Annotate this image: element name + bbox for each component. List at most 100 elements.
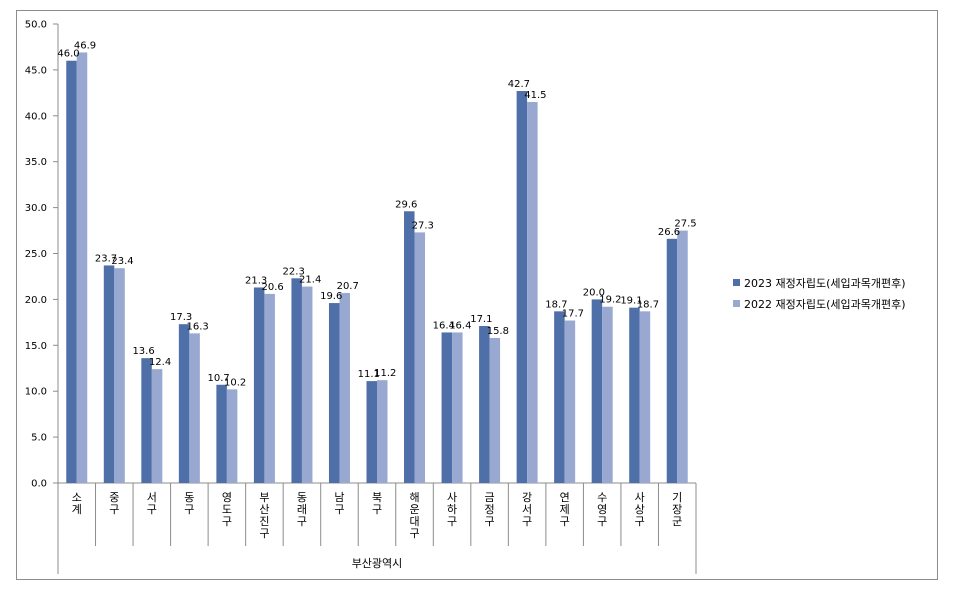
bar-series-1: [178, 324, 190, 483]
category-label-char: 구: [560, 515, 570, 528]
category-label-char: 운: [409, 503, 419, 516]
category-label-char: 수: [597, 491, 607, 504]
data-label-series-2: 16.4: [449, 320, 471, 331]
data-label-series-1: 46.0: [57, 49, 79, 60]
bar-series-1: [441, 332, 453, 483]
bar-series-2: [452, 332, 463, 483]
category-label-char: 남: [334, 491, 344, 504]
bar-series-1: [516, 91, 528, 483]
data-label-series-1: 22.3: [283, 266, 305, 277]
category-label-char: 기: [672, 491, 682, 504]
category-label-char: 구: [597, 515, 607, 528]
bar-series-1: [141, 358, 152, 483]
category-label-char: 구: [522, 515, 532, 528]
data-label-series-1: 17.3: [170, 312, 192, 323]
data-label-series-2: 11.2: [374, 368, 396, 379]
y-tick-label: 20.0: [25, 295, 47, 306]
bar-series-1: [328, 303, 340, 483]
legend-swatch-1: [733, 279, 740, 286]
category-label-char: 연: [560, 491, 570, 504]
bar-series-2: [377, 380, 388, 483]
category-label-char: 부: [259, 491, 269, 504]
bar-series-2: [226, 389, 238, 483]
y-tick-label: 5.0: [31, 433, 47, 444]
category-label-char: 구: [259, 527, 269, 540]
bar-series-2: [564, 320, 576, 483]
data-label-series-2: 18.7: [637, 299, 659, 310]
data-label-series-2: 27.5: [674, 219, 696, 230]
y-tick-label: 50.0: [25, 20, 47, 31]
category-label-char: 구: [297, 515, 307, 528]
y-tick-label: 15.0: [25, 341, 47, 352]
category-label-char: 중: [109, 491, 119, 504]
bar-series-1: [103, 265, 115, 483]
bar-series-1: [666, 238, 678, 483]
category-label-char: 구: [109, 503, 119, 516]
bar-series-2: [301, 286, 313, 483]
category-label-char: 북: [372, 491, 382, 504]
chart-data-labels: 46.046.9 23.723.4 13.612.4 17.316.3 10.710.2…: [57, 40, 696, 388]
y-tick-label: 10.0: [25, 387, 47, 398]
category-label-char: 구: [409, 527, 419, 540]
category-label-char: 소: [72, 491, 82, 504]
bar-series-2: [114, 268, 125, 483]
bar-series-1: [216, 384, 227, 483]
data-label-series-1: 26.6: [658, 227, 680, 238]
data-label-series-1: 13.6: [132, 346, 154, 357]
legend-label-2: 2022 재정자립도(세입과목개편후): [744, 298, 906, 311]
bar-series-2: [414, 232, 426, 483]
data-label-series-1: 42.7: [508, 79, 530, 90]
legend-label-1: 2023 재정자립도(세입과목개편후): [744, 277, 906, 290]
bar-series-2: [527, 102, 538, 483]
category-label-char: 구: [222, 515, 232, 528]
data-label-series-2: 19.2: [599, 295, 621, 306]
bar-series-1: [479, 326, 490, 483]
category-label-char: 정: [485, 503, 495, 516]
y-tick-label: 25.0: [25, 249, 47, 260]
bar-series-1: [554, 311, 565, 483]
category-label-char: 장: [672, 503, 682, 516]
data-label-series-2: 41.5: [524, 90, 546, 101]
bar-series-2: [602, 306, 613, 483]
data-label-series-2: 16.3: [186, 321, 208, 332]
bar-series-2: [639, 311, 651, 483]
data-label-series-1: 23.7: [95, 253, 117, 264]
data-label-series-2: 20.6: [262, 282, 284, 293]
data-label-series-2: 23.4: [111, 256, 133, 267]
category-label-char: 사: [635, 491, 645, 504]
category-label-char: 군: [672, 515, 682, 528]
data-label-series-1: 20.0: [583, 287, 605, 298]
chart-axes: 0.0 5.0 10.0 15.0 20.0 25.0 30.0 35.0 40.0 45.0 50…: [25, 20, 697, 574]
data-label-series-1: 11.1: [358, 369, 380, 380]
category-label-char: 대: [409, 515, 419, 528]
bar-series-1: [404, 211, 415, 483]
data-label-series-1: 19.1: [620, 296, 642, 307]
category-label-char: 강: [522, 491, 532, 504]
bar-series-1: [591, 299, 603, 483]
bar-series-1: [253, 287, 265, 483]
category-label-char: 서: [522, 503, 532, 516]
chart-frame: [16, 10, 938, 580]
data-label-series-1: 10.7: [207, 373, 229, 384]
chart-bars: [66, 52, 688, 483]
data-label-series-2: 21.4: [299, 275, 321, 286]
bar-series-2: [489, 337, 501, 483]
data-label-series-1: 18.7: [545, 299, 567, 310]
y-tick-label: 35.0: [25, 157, 47, 168]
data-label-series-2: 46.9: [74, 40, 96, 51]
y-tick-label: 30.0: [25, 203, 47, 214]
category-label-char: 해: [409, 490, 419, 504]
category-label-char: 제: [560, 503, 570, 516]
category-label-char: 금: [485, 491, 495, 504]
bar-series-1: [366, 381, 377, 483]
y-tick-label: 0.0: [31, 479, 47, 490]
data-label-series-1: 16.4: [433, 320, 455, 331]
category-label-char: 산: [259, 503, 269, 516]
category-label-char: 구: [334, 503, 344, 516]
data-label-series-2: 20.7: [337, 281, 359, 292]
y-tick-label: 45.0: [25, 65, 47, 76]
data-label-series-1: 21.3: [245, 275, 267, 286]
category-label-char: 구: [635, 515, 645, 528]
category-label-char: 구: [485, 515, 495, 528]
